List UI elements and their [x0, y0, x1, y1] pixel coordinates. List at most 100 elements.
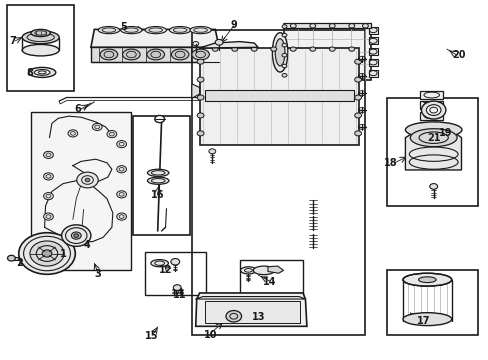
Ellipse shape	[147, 169, 168, 176]
Circle shape	[42, 250, 52, 257]
Polygon shape	[283, 24, 370, 80]
Ellipse shape	[122, 49, 140, 60]
Circle shape	[197, 59, 203, 64]
Bar	[145, 252, 206, 296]
Text: 13: 13	[252, 312, 265, 322]
Polygon shape	[204, 90, 353, 101]
Circle shape	[117, 166, 126, 173]
Ellipse shape	[402, 273, 451, 286]
Ellipse shape	[409, 129, 456, 147]
Circle shape	[282, 33, 286, 37]
Circle shape	[117, 191, 126, 198]
Circle shape	[348, 24, 354, 28]
Polygon shape	[191, 84, 199, 98]
Bar	[368, 48, 377, 55]
Bar	[133, 116, 189, 234]
Bar	[368, 59, 377, 66]
Circle shape	[329, 24, 334, 28]
Bar	[386, 270, 477, 335]
Text: 20: 20	[451, 50, 465, 60]
Text: 15: 15	[145, 331, 158, 341]
Bar	[368, 27, 377, 34]
Polygon shape	[91, 30, 219, 47]
Circle shape	[421, 101, 445, 119]
Text: 5: 5	[120, 22, 127, 32]
Circle shape	[43, 193, 53, 200]
Bar	[239, 260, 303, 299]
Ellipse shape	[275, 39, 285, 66]
Ellipse shape	[31, 30, 50, 37]
Circle shape	[43, 151, 53, 158]
Polygon shape	[91, 47, 219, 62]
Bar	[419, 91, 443, 99]
Bar	[6, 5, 74, 91]
Text: 14: 14	[263, 277, 276, 287]
Circle shape	[429, 184, 437, 189]
Circle shape	[290, 24, 296, 28]
Bar	[419, 112, 443, 120]
Circle shape	[208, 149, 215, 154]
Ellipse shape	[402, 313, 451, 325]
Text: 6: 6	[74, 104, 81, 114]
Text: 2: 2	[16, 258, 22, 268]
Text: 11: 11	[173, 291, 186, 301]
Ellipse shape	[121, 27, 142, 34]
Circle shape	[61, 225, 91, 246]
Circle shape	[354, 131, 361, 136]
Ellipse shape	[147, 49, 164, 60]
Text: 4: 4	[84, 240, 91, 250]
Circle shape	[270, 47, 276, 51]
Circle shape	[231, 47, 237, 51]
Bar	[368, 37, 377, 44]
Bar	[419, 122, 443, 130]
Circle shape	[197, 95, 203, 100]
Circle shape	[197, 77, 203, 82]
Text: 3: 3	[95, 269, 102, 279]
Ellipse shape	[147, 177, 168, 184]
Ellipse shape	[28, 67, 56, 77]
Circle shape	[354, 113, 361, 118]
Bar	[191, 30, 365, 335]
Circle shape	[43, 173, 53, 180]
Circle shape	[354, 77, 361, 82]
Circle shape	[74, 234, 79, 237]
Circle shape	[309, 47, 315, 51]
Ellipse shape	[151, 260, 168, 267]
Circle shape	[155, 116, 164, 123]
Circle shape	[19, 233, 75, 274]
Circle shape	[282, 73, 286, 77]
Ellipse shape	[169, 27, 190, 34]
Text: 9: 9	[230, 20, 237, 30]
Circle shape	[30, 241, 64, 266]
Ellipse shape	[171, 49, 188, 60]
Text: 10: 10	[203, 330, 217, 340]
Circle shape	[77, 172, 98, 188]
Circle shape	[225, 311, 241, 322]
Circle shape	[173, 285, 181, 291]
Circle shape	[117, 213, 126, 220]
Text: 16: 16	[151, 190, 164, 200]
Text: 18: 18	[383, 158, 397, 168]
Bar	[419, 101, 443, 109]
Circle shape	[92, 123, 102, 131]
Polygon shape	[195, 293, 306, 326]
Text: 1: 1	[60, 248, 66, 258]
Ellipse shape	[405, 122, 461, 138]
Circle shape	[197, 113, 203, 118]
Circle shape	[290, 47, 296, 51]
Polygon shape	[267, 266, 283, 273]
Ellipse shape	[253, 266, 274, 275]
Polygon shape	[199, 48, 358, 145]
Ellipse shape	[240, 267, 256, 274]
Circle shape	[85, 178, 90, 182]
Circle shape	[329, 47, 334, 51]
Bar	[386, 98, 477, 206]
Ellipse shape	[98, 27, 120, 34]
Text: 17: 17	[416, 316, 430, 325]
Ellipse shape	[100, 49, 118, 60]
Circle shape	[117, 140, 126, 148]
Circle shape	[348, 47, 354, 51]
Circle shape	[215, 40, 223, 45]
Polygon shape	[31, 112, 131, 270]
Bar	[14, 257, 28, 260]
